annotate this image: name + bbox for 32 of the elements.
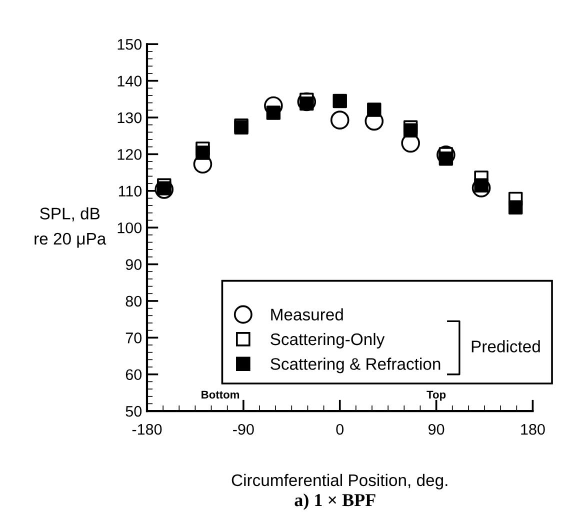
y-tick-label: 100: [118, 222, 142, 234]
annotation: Bottom: [202, 390, 240, 399]
x-tick-label: 180: [521, 424, 545, 435]
point: [332, 94, 347, 108]
annotation: Predicted: [472, 340, 540, 352]
x-tick-label: 90: [428, 424, 444, 435]
y-tick-label: 50: [126, 406, 142, 417]
text: a) 1 × BPF: [294, 493, 376, 510]
y-tick-label: 60: [126, 369, 142, 380]
y-axis-title: SPL, dB re 20 μPa: [34, 207, 106, 248]
point: [403, 123, 418, 138]
y-tick-label: 140: [118, 76, 142, 86]
y-tick-label: 90: [126, 259, 142, 270]
point: [367, 102, 382, 117]
y-tick-label: 70: [126, 332, 142, 344]
x-axis-title: Circumferential Position, deg.: [232, 474, 448, 490]
y-tick-label: 80: [126, 296, 142, 307]
y-tick-label: 150: [118, 38, 142, 50]
legend-label: Scattering-Only: [270, 332, 385, 348]
annotation: Top: [426, 390, 446, 401]
x-tick-label: 0: [336, 424, 344, 435]
x-tick-label: -180: [132, 424, 162, 435]
point: [330, 110, 350, 130]
legend-label: Scattering & Refraction: [270, 358, 440, 374]
y-tick-label: 110: [118, 186, 142, 197]
y-tick-label: 130: [118, 112, 142, 124]
x-tick-label: -90: [233, 424, 254, 435]
legend-label: Measured: [271, 308, 343, 320]
point: [266, 106, 281, 120]
point: [508, 200, 523, 215]
point: [196, 146, 210, 160]
y-tick-label: 120: [118, 149, 142, 160]
